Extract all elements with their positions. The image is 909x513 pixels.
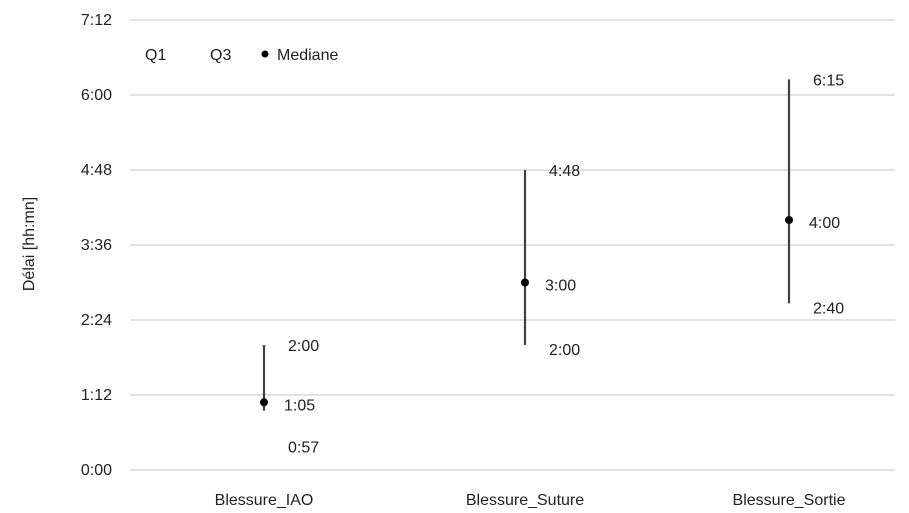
category-label-2: Blessure_Sortie bbox=[733, 492, 846, 509]
legend-q1: Q1 bbox=[145, 47, 166, 64]
legend-mediane: Mediane bbox=[277, 47, 338, 64]
q1-label-2: 2:40 bbox=[813, 300, 844, 317]
legend: Q1 Q3 Mediane bbox=[145, 47, 338, 64]
q1-label-0: 0:57 bbox=[288, 440, 319, 457]
y-axis-ticks: 0:00 1:12 2:24 3:36 4:48 6:00 7:12 bbox=[81, 12, 112, 479]
category-label-1: Blessure_Suture bbox=[466, 492, 584, 509]
median-label-2: 4:00 bbox=[809, 215, 840, 232]
y-tick-label-4: 4:48 bbox=[81, 162, 112, 179]
category-label-0: Blessure_IAO bbox=[215, 492, 314, 509]
y-tick-label-5: 6:00 bbox=[81, 87, 112, 104]
median-point-0 bbox=[260, 398, 268, 407]
median-point-2 bbox=[785, 216, 793, 224]
y-axis-title: Délai [hh:mn] bbox=[21, 197, 38, 291]
legend-median-marker bbox=[261, 50, 269, 58]
x-axis-categories: Blessure_IAO Blessure_Suture Blessure_Sort… bbox=[215, 492, 846, 509]
q3-label-1: 4:48 bbox=[549, 163, 580, 180]
data-labels: 2:00 0:57 1:05 4:48 2:00 3:00 6:15 2:40 4:00 bbox=[284, 72, 844, 456]
median-point-1 bbox=[521, 278, 529, 287]
q1-label-1: 2:00 bbox=[549, 342, 580, 359]
y-tick-label-1: 1:12 bbox=[81, 387, 112, 404]
y-tick-label-6: 7:12 bbox=[81, 12, 112, 29]
y-tick-label-2: 2:24 bbox=[81, 312, 112, 329]
q3-label-2: 6:15 bbox=[813, 72, 844, 89]
q3-label-0: 2:00 bbox=[288, 338, 319, 355]
gridlines bbox=[130, 19, 895, 471]
median-label-0: 1:05 bbox=[284, 397, 315, 414]
median-markers bbox=[260, 216, 793, 407]
legend-q3: Q3 bbox=[210, 47, 231, 64]
y-tick-label-0: 0:00 bbox=[81, 462, 112, 479]
y-tick-label-3: 3:36 bbox=[81, 237, 112, 254]
median-label-1: 3:00 bbox=[545, 278, 576, 295]
